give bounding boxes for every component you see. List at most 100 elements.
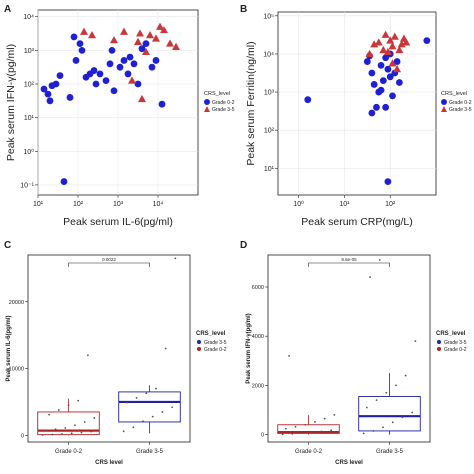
x-tick-label: Grade 3-5: [376, 449, 404, 455]
data-point-circle: [72, 57, 80, 64]
data-point-triangle: [374, 38, 383, 46]
data-point-triangle: [146, 31, 154, 39]
jitter-point: [151, 415, 154, 418]
data-point-circle: [108, 46, 116, 54]
box-grade-0-2: [277, 424, 340, 434]
data-point-circle: [56, 72, 64, 79]
panel-label-c: C: [4, 240, 11, 251]
legend-title: CRS_level: [196, 331, 226, 337]
jitter-point: [375, 399, 378, 402]
data-point-triangle: [152, 34, 160, 42]
p-value-label: 0.0022: [102, 257, 116, 262]
legend-entry: Grade 0-2: [212, 100, 235, 106]
legend-marker: [437, 347, 441, 351]
data-point-circle: [78, 46, 86, 54]
legend-entry: Grade 3-5: [444, 340, 467, 346]
data-point-circle: [373, 103, 380, 111]
y-tick-label: 10⁰: [23, 148, 34, 156]
x-tick-label: Grade 3-5: [136, 449, 164, 455]
legend-title: CRS_level: [441, 91, 467, 97]
jitter-point: [142, 420, 144, 423]
data-point-triangle: [379, 45, 388, 54]
legend-marker-triangle: [441, 106, 447, 112]
panel-label-a: A: [4, 4, 11, 15]
y-tick-label: 10³: [264, 90, 275, 97]
jitter-point: [411, 411, 414, 414]
jitter-point: [365, 406, 368, 409]
significance-bracket: [308, 262, 390, 267]
legend-entry: Grade 3-5: [204, 340, 227, 346]
legend-marker-circle: [441, 99, 447, 105]
legend-entry: Grade 0-2: [449, 100, 472, 106]
jitter-point: [294, 425, 297, 428]
legend-title: CRS_level: [436, 331, 466, 337]
data-point-circle: [92, 80, 100, 88]
x-axis-label: CRS level: [335, 460, 363, 466]
jitter-point: [135, 397, 138, 399]
y-tick-label: 10¹: [24, 115, 35, 122]
jitter-point: [145, 392, 148, 395]
legend-entry: Grade 3-5: [449, 107, 472, 113]
legend-marker-circle: [204, 99, 210, 105]
data-point-circle: [60, 178, 68, 185]
y-tick-label: 0: [261, 433, 264, 439]
x-tick-label: 10¹: [33, 201, 44, 208]
box-panel-d: 0 2000 4000 6000 Grade 0-2 Grade 3-5 9.6e-05 CR…: [246, 254, 431, 466]
data-point-triangle: [138, 94, 146, 103]
data-point-circle: [370, 81, 378, 88]
significance-bracket: [68, 262, 150, 267]
jitter-point: [382, 426, 384, 429]
scatter-panel-b: 10⁰ 10¹ 10² 10¹ 10² 10³ 10⁴ 10⁵ Peak serum CRP(m…: [245, 11, 437, 228]
jitter-point: [61, 433, 63, 435]
data-point-triangle: [383, 47, 392, 56]
data-point-triangle: [390, 32, 399, 40]
data-point-triangle: [388, 42, 397, 50]
jitter-point: [54, 428, 57, 431]
data-point-triangle: [120, 27, 128, 35]
jitter-point: [414, 340, 417, 343]
data-point-triangle: [397, 40, 406, 48]
jitter-point: [333, 414, 336, 416]
data-point-circle: [142, 40, 150, 48]
data-point-circle: [148, 63, 156, 71]
data-point-circle: [423, 37, 431, 44]
jitter-point: [57, 409, 60, 411]
box-panel-c: 0 10000 20000 Grade 0-2 Grade 3-5 0.0022 CRS l…: [6, 254, 191, 466]
data-point-circle: [363, 58, 371, 65]
jitter-point: [171, 406, 174, 409]
data-point-circle: [377, 86, 385, 94]
jitter-point: [90, 430, 93, 433]
data-point-triangle: [160, 25, 168, 34]
y-tick-label: 10¹: [264, 166, 275, 173]
jitter-point: [155, 387, 157, 390]
y-tick-label: 10³: [24, 48, 35, 55]
plot-frame: [277, 11, 437, 196]
jitter-point: [86, 354, 89, 357]
data-point-circle: [368, 109, 376, 117]
jitter-point: [291, 432, 294, 435]
data-point-circle: [124, 70, 132, 78]
jitter-point: [284, 427, 287, 430]
data-point-circle: [382, 54, 390, 62]
y-axis-label: Peak serum IFN-γ(pg/ml): [246, 313, 252, 383]
panel-label-d: D: [240, 240, 247, 251]
data-point-circle: [382, 103, 390, 111]
jitter-point: [93, 417, 96, 419]
data-point-circle: [368, 69, 376, 77]
data-point-triangle: [156, 22, 164, 30]
x-axis-label: Peak serum CRP(mg/L): [301, 216, 412, 228]
jitter-point: [385, 391, 388, 394]
jitter-point: [41, 434, 44, 436]
data-point-circle: [110, 87, 118, 95]
legend-marker: [197, 347, 201, 351]
jitter-point: [174, 257, 177, 260]
data-point-circle: [395, 79, 403, 86]
jitter-point: [48, 413, 51, 416]
data-point-circle: [46, 97, 54, 105]
y-tick-label: 10²: [24, 82, 35, 89]
data-point-circle: [138, 45, 146, 53]
data-point-circle: [130, 60, 138, 68]
jitter-point: [67, 404, 70, 407]
